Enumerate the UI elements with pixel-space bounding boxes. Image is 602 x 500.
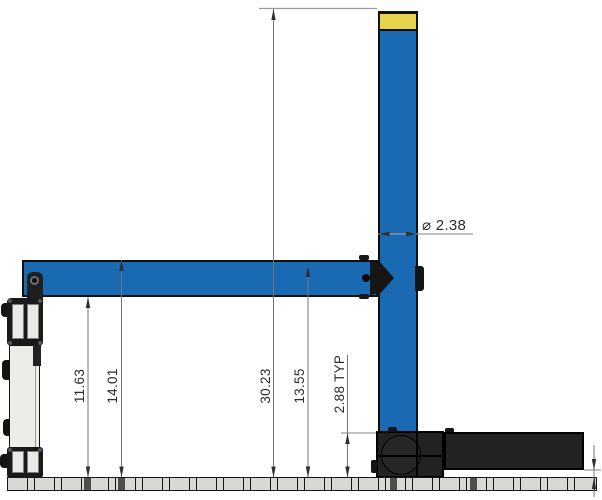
arrow-up-2-88 xyxy=(345,433,350,444)
carriage-ear-2 xyxy=(2,360,10,380)
column-right-step xyxy=(33,345,41,366)
arrowheads xyxy=(85,9,597,489)
arrow-down-2-88 xyxy=(345,466,350,478)
arrow-down-13-55 xyxy=(305,466,311,478)
post-yellow-cap xyxy=(380,14,416,31)
ground-strip xyxy=(7,477,597,491)
frame-bolt xyxy=(8,299,12,303)
arrow-down-30-23 xyxy=(271,466,276,478)
arm-bottom-screw xyxy=(359,294,369,299)
frame-bolt xyxy=(38,299,42,303)
clamp-screw-dot xyxy=(362,274,370,282)
base-elbow-block xyxy=(376,431,444,478)
dimension-witness-lines xyxy=(87,9,595,497)
carriage-ear-4 xyxy=(0,454,7,468)
elbow-horizontal-seam xyxy=(378,455,442,457)
carriage-ear-3 xyxy=(3,419,10,436)
ground-dark-cell xyxy=(84,478,91,490)
vertical-post xyxy=(378,11,418,433)
frame-panel xyxy=(12,451,24,473)
arm-top-screw xyxy=(359,255,369,260)
frame-panel xyxy=(27,451,39,473)
arrow-up-11-63 xyxy=(85,297,91,308)
bracket-bolt-ring xyxy=(30,276,39,285)
carriage-ear-1 xyxy=(1,303,8,317)
ground-dark-cell xyxy=(470,478,477,490)
arrow-up-13-55 xyxy=(305,266,311,277)
base-screw-2 xyxy=(445,428,454,433)
base-screw-1 xyxy=(388,427,397,432)
frame-bolt xyxy=(8,448,12,452)
horizontal-arm xyxy=(22,260,378,297)
carriage-bottom-frame xyxy=(7,447,43,478)
extension-lines xyxy=(259,7,601,471)
frame-panel xyxy=(27,304,39,339)
frame-bolt xyxy=(8,341,12,345)
arrow-down-14-01 xyxy=(119,466,124,478)
ground-dark-cell xyxy=(390,478,397,490)
base-left-nub xyxy=(371,460,377,473)
frame-bolt xyxy=(38,448,42,452)
arrow-up-30-23 xyxy=(271,9,276,20)
arrow-down-gap xyxy=(591,459,597,470)
arrow-right-diameter xyxy=(406,231,417,237)
elbow-vertical-seam xyxy=(416,433,418,476)
arrow-up-14-01 xyxy=(119,260,124,271)
frame-bolt xyxy=(38,341,42,345)
ground-dark-cell xyxy=(118,478,125,490)
base-beam xyxy=(444,432,584,470)
carriage-top-frame xyxy=(7,298,43,346)
column-rail-seam xyxy=(35,346,36,447)
frame-panel xyxy=(12,304,24,339)
arrow-left-diameter xyxy=(378,231,390,237)
post-side-tab xyxy=(415,266,424,291)
arrow-up-gap xyxy=(591,478,597,489)
arrow-down-11-63 xyxy=(85,466,91,478)
